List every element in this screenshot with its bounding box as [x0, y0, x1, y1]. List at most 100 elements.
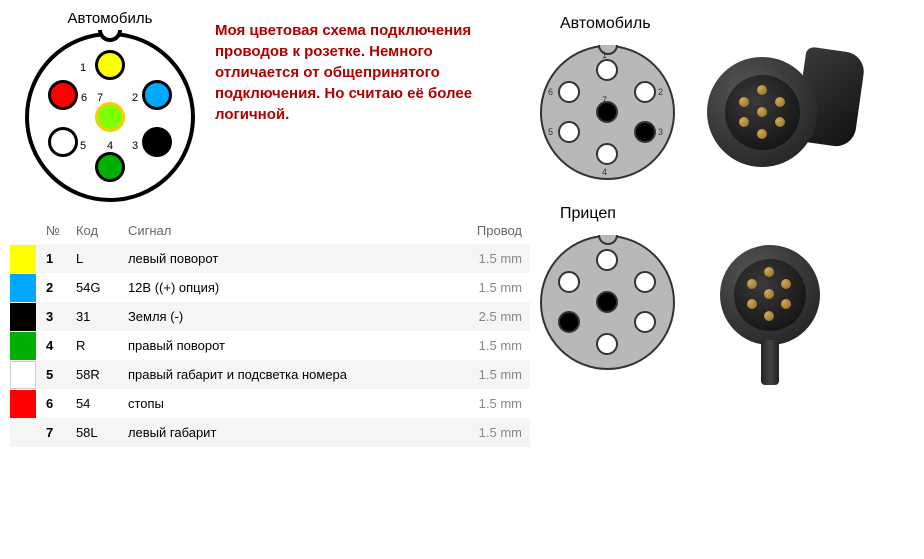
plug-pin [764, 311, 774, 321]
pin-label-1: 1 [80, 62, 86, 74]
page-container: Автомобиль 1234567 Моя цветовая схема по… [0, 0, 924, 559]
gray-pin-label: 4 [602, 167, 607, 177]
cell-wire: 2.5 mm [450, 302, 530, 331]
gray-pin [596, 333, 618, 355]
color-cell [10, 244, 38, 273]
color-cell [10, 360, 38, 389]
gray-pin [596, 59, 618, 81]
th-signal: Сигнал [120, 217, 450, 244]
pin-7 [95, 102, 125, 132]
pin-label-6: 6 [81, 92, 87, 104]
pin-3 [142, 127, 172, 157]
socket-face [725, 75, 800, 150]
cell-n: 7 [38, 418, 68, 447]
cell-n: 3 [38, 302, 68, 331]
cell-n: 5 [38, 360, 68, 389]
cell-signal: левый поворот [120, 244, 450, 273]
wiring-table-section: № Код Сигнал Провод 1Lлевый поворот1.5 m… [10, 217, 530, 447]
table-body: 1Lлевый поворот1.5 mm254G12В ((+) опция)… [10, 244, 530, 447]
color-swatch [10, 332, 36, 360]
socket-pin [739, 117, 749, 127]
trailer-plug-photo [705, 235, 860, 370]
th-code: Код [68, 217, 120, 244]
cell-n: 6 [38, 389, 68, 418]
cell-signal: 12В ((+) опция) [120, 273, 450, 302]
socket-pin [775, 117, 785, 127]
auto-gray-diagram: 1234567 [540, 45, 675, 180]
gray-pin [634, 81, 656, 103]
color-swatch [10, 361, 36, 389]
gray-pin [634, 311, 656, 333]
pin-label-5: 5 [80, 140, 86, 152]
color-cell [10, 389, 38, 418]
trailer-title: Прицеп [540, 205, 924, 223]
trailer-block: Прицеп [540, 205, 924, 370]
description-text: Моя цветовая схема подключения проводов … [210, 10, 490, 202]
pin-4 [95, 152, 125, 182]
gray-pin-label: 1 [602, 50, 607, 60]
plug-pin [747, 299, 757, 309]
color-swatch [10, 245, 36, 273]
gray-pin [596, 143, 618, 165]
gray-pin [558, 81, 580, 103]
plug-pin [781, 299, 791, 309]
color-swatch [10, 274, 36, 302]
auto-block: Автомобиль 1234567 [540, 15, 924, 180]
cell-signal: Земля (-) [120, 302, 450, 331]
gray-pin [634, 121, 656, 143]
pin-label-3: 3 [132, 140, 138, 152]
cell-signal: правый габарит и подсветка номера [120, 360, 450, 389]
gray-pin [596, 291, 618, 313]
cell-wire: 1.5 mm [450, 244, 530, 273]
cell-n: 4 [38, 331, 68, 360]
pin-5 [48, 127, 78, 157]
pin-2 [142, 80, 172, 110]
table-row: 4Rправый поворот1.5 mm [10, 331, 530, 360]
table-row: 1Lлевый поворот1.5 mm [10, 244, 530, 273]
gray-pin-label: 6 [548, 87, 553, 97]
pin-label-7: 7 [97, 92, 103, 104]
table-row: 331Земля (-)2.5 mm [10, 302, 530, 331]
wiring-table: № Код Сигнал Провод 1Lлевый поворот1.5 m… [10, 217, 530, 447]
table-header-row: № Код Сигнал Провод [10, 217, 530, 244]
socket-pin [775, 97, 785, 107]
color-cell [10, 418, 38, 447]
gray-pin-label: 7 [602, 95, 607, 105]
colored-connector-diagram: Автомобиль 1234567 [10, 10, 210, 202]
cell-code: 31 [68, 302, 120, 331]
top-section: Автомобиль 1234567 Моя цветовая схема по… [10, 10, 530, 202]
gray-pin-label: 2 [658, 87, 663, 97]
auto-socket-photo [705, 45, 860, 180]
cell-wire: 1.5 mm [450, 389, 530, 418]
table-row: 558Rправый габарит и подсветка номера1.5… [10, 360, 530, 389]
th-color [10, 217, 38, 244]
connector-circle: 1234567 [25, 32, 195, 202]
colored-connector-title: Автомобиль [10, 10, 210, 27]
socket-body [707, 57, 817, 167]
cell-wire: 1.5 mm [450, 273, 530, 302]
socket-pin [757, 129, 767, 139]
cell-signal: левый габарит [120, 418, 450, 447]
plug-pin [764, 267, 774, 277]
gray-pin-label: 5 [548, 127, 553, 137]
pin-label-4: 4 [107, 140, 113, 152]
cell-wire: 1.5 mm [450, 360, 530, 389]
cell-code: 58R [68, 360, 120, 389]
auto-pair: 1234567 [540, 45, 924, 180]
color-swatch [10, 303, 36, 331]
right-panel: Автомобиль 1234567 [530, 0, 924, 559]
cell-n: 2 [38, 273, 68, 302]
plug-pin [781, 279, 791, 289]
gray-pin [558, 311, 580, 333]
socket-pin [757, 85, 767, 95]
plug-pin [747, 279, 757, 289]
plug-face [734, 259, 806, 331]
pin-6 [48, 80, 78, 110]
th-wire: Провод [450, 217, 530, 244]
gray-pin [634, 271, 656, 293]
gray-pin [558, 121, 580, 143]
cell-code: 54 [68, 389, 120, 418]
trailer-gray-diagram [540, 235, 675, 370]
table-row: 254G12В ((+) опция)1.5 mm [10, 273, 530, 302]
color-swatch [10, 390, 36, 418]
